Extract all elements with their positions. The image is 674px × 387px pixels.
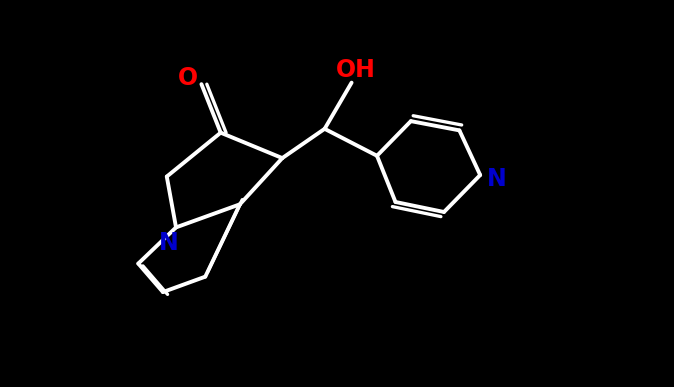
Text: O: O — [177, 66, 197, 90]
Text: N: N — [158, 231, 178, 255]
Text: N: N — [487, 167, 507, 191]
Text: OH: OH — [336, 58, 375, 82]
